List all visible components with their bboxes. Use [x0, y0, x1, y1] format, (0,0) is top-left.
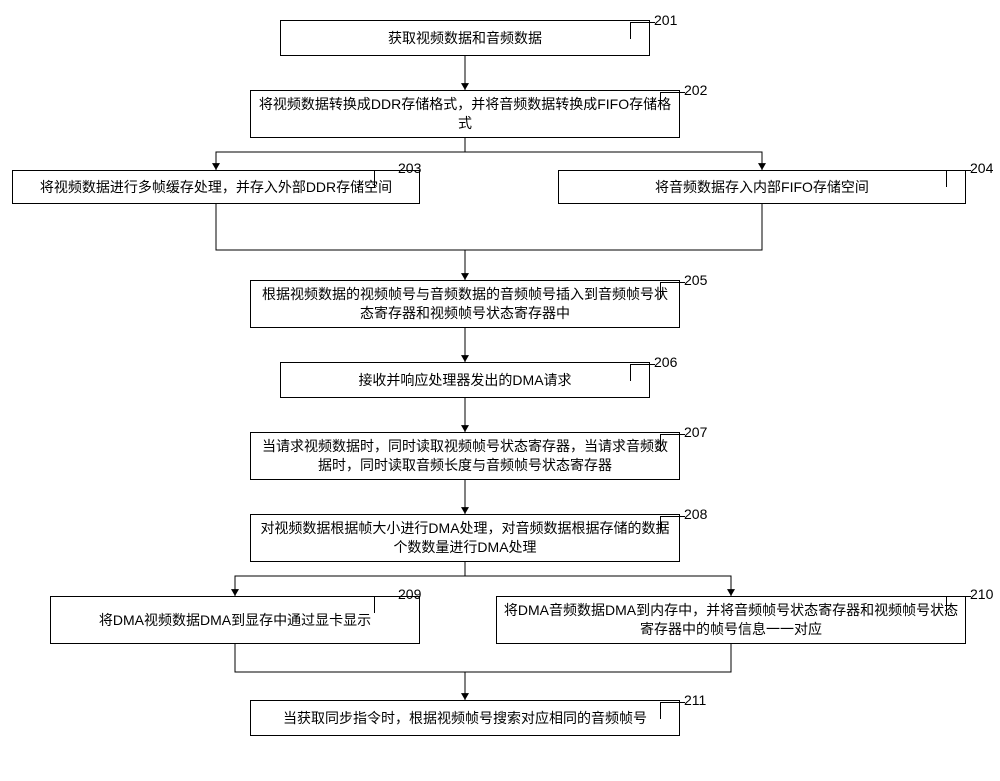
tag-leader-n210: [946, 596, 971, 613]
tag-leader-n201: [630, 22, 655, 39]
tag-leader-n205: [660, 282, 685, 299]
tag-label-n211: 211: [684, 692, 706, 708]
flow-node-n204: 将音频数据存入内部FIFO存储空间: [558, 170, 966, 204]
arrow-line-9: [465, 562, 731, 596]
tag-label-n206: 206: [654, 354, 677, 370]
flow-node-n210: 将DMA音频数据DMA到内存中，并将音频帧号状态寄存器和视频帧号状态寄存器中的帧…: [496, 596, 966, 644]
tag-leader-n207: [660, 434, 685, 451]
arrow-head-3: [461, 273, 469, 280]
tag-label-n207: 207: [684, 424, 707, 440]
tag-label-n209: 209: [398, 586, 421, 602]
tag-leader-n206: [630, 364, 655, 381]
tag-label-n208: 208: [684, 506, 707, 522]
arrow-line-11: [465, 644, 731, 672]
flow-node-n209: 将DMA视频数据DMA到显存中通过显卡显示: [50, 596, 420, 644]
arrow-line-10: [235, 644, 465, 700]
flow-node-n211: 当获取同步指令时，根据视频帧号搜索对应相同的音频帧号: [250, 700, 680, 736]
tag-label-n205: 205: [684, 272, 707, 288]
tag-label-n201: 201: [654, 12, 677, 28]
tag-label-n204: 204: [970, 160, 993, 176]
arrow-head-10: [461, 693, 469, 700]
tag-leader-n204: [946, 170, 971, 187]
tag-leader-n202: [660, 92, 685, 109]
tag-leader-n208: [660, 516, 685, 533]
arrow-head-8: [231, 589, 239, 596]
flow-node-n201: 获取视频数据和音频数据: [280, 20, 650, 56]
flow-node-n202: 将视频数据转换成DDR存储格式，并将音频数据转换成FIFO存储格式: [250, 90, 680, 138]
arrow-line-3: [216, 204, 465, 280]
tag-leader-n203: [374, 170, 399, 187]
arrow-head-2: [758, 163, 766, 170]
arrow-head-0: [461, 83, 469, 90]
arrow-line-4: [465, 204, 762, 250]
flow-node-n207: 当请求视频数据时，同时读取视频帧号状态寄存器，当请求音频数据时，同时读取音频长度…: [250, 432, 680, 480]
flowchart-canvas: 获取视频数据和音频数据201 将视频数据转换成DDR存储格式，并将音频数据转换成F…: [0, 0, 1000, 781]
arrow-head-5: [461, 355, 469, 362]
flow-node-n203: 将视频数据进行多帧缓存处理，并存入外部DDR存储空间: [12, 170, 420, 204]
arrow-head-7: [461, 507, 469, 514]
tag-leader-n209: [374, 596, 399, 613]
flow-node-n208: 对视频数据根据帧大小进行DMA处理，对音频数据根据存储的数据个数数量进行DMA处…: [250, 514, 680, 562]
arrow-line-2: [465, 138, 762, 170]
arrow-head-1: [212, 163, 220, 170]
tag-label-n203: 203: [398, 160, 421, 176]
arrow-line-8: [235, 562, 465, 596]
flow-node-n205: 根据视频数据的视频帧号与音频数据的音频帧号插入到音频帧号状态寄存器和视频帧号状态…: [250, 280, 680, 328]
arrow-head-9: [727, 589, 735, 596]
arrow-line-1: [216, 138, 465, 170]
tag-label-n202: 202: [684, 82, 707, 98]
tag-label-n210: 210: [970, 586, 993, 602]
arrow-head-6: [461, 425, 469, 432]
flow-node-n206: 接收并响应处理器发出的DMA请求: [280, 362, 650, 398]
tag-leader-n211: [660, 702, 685, 719]
